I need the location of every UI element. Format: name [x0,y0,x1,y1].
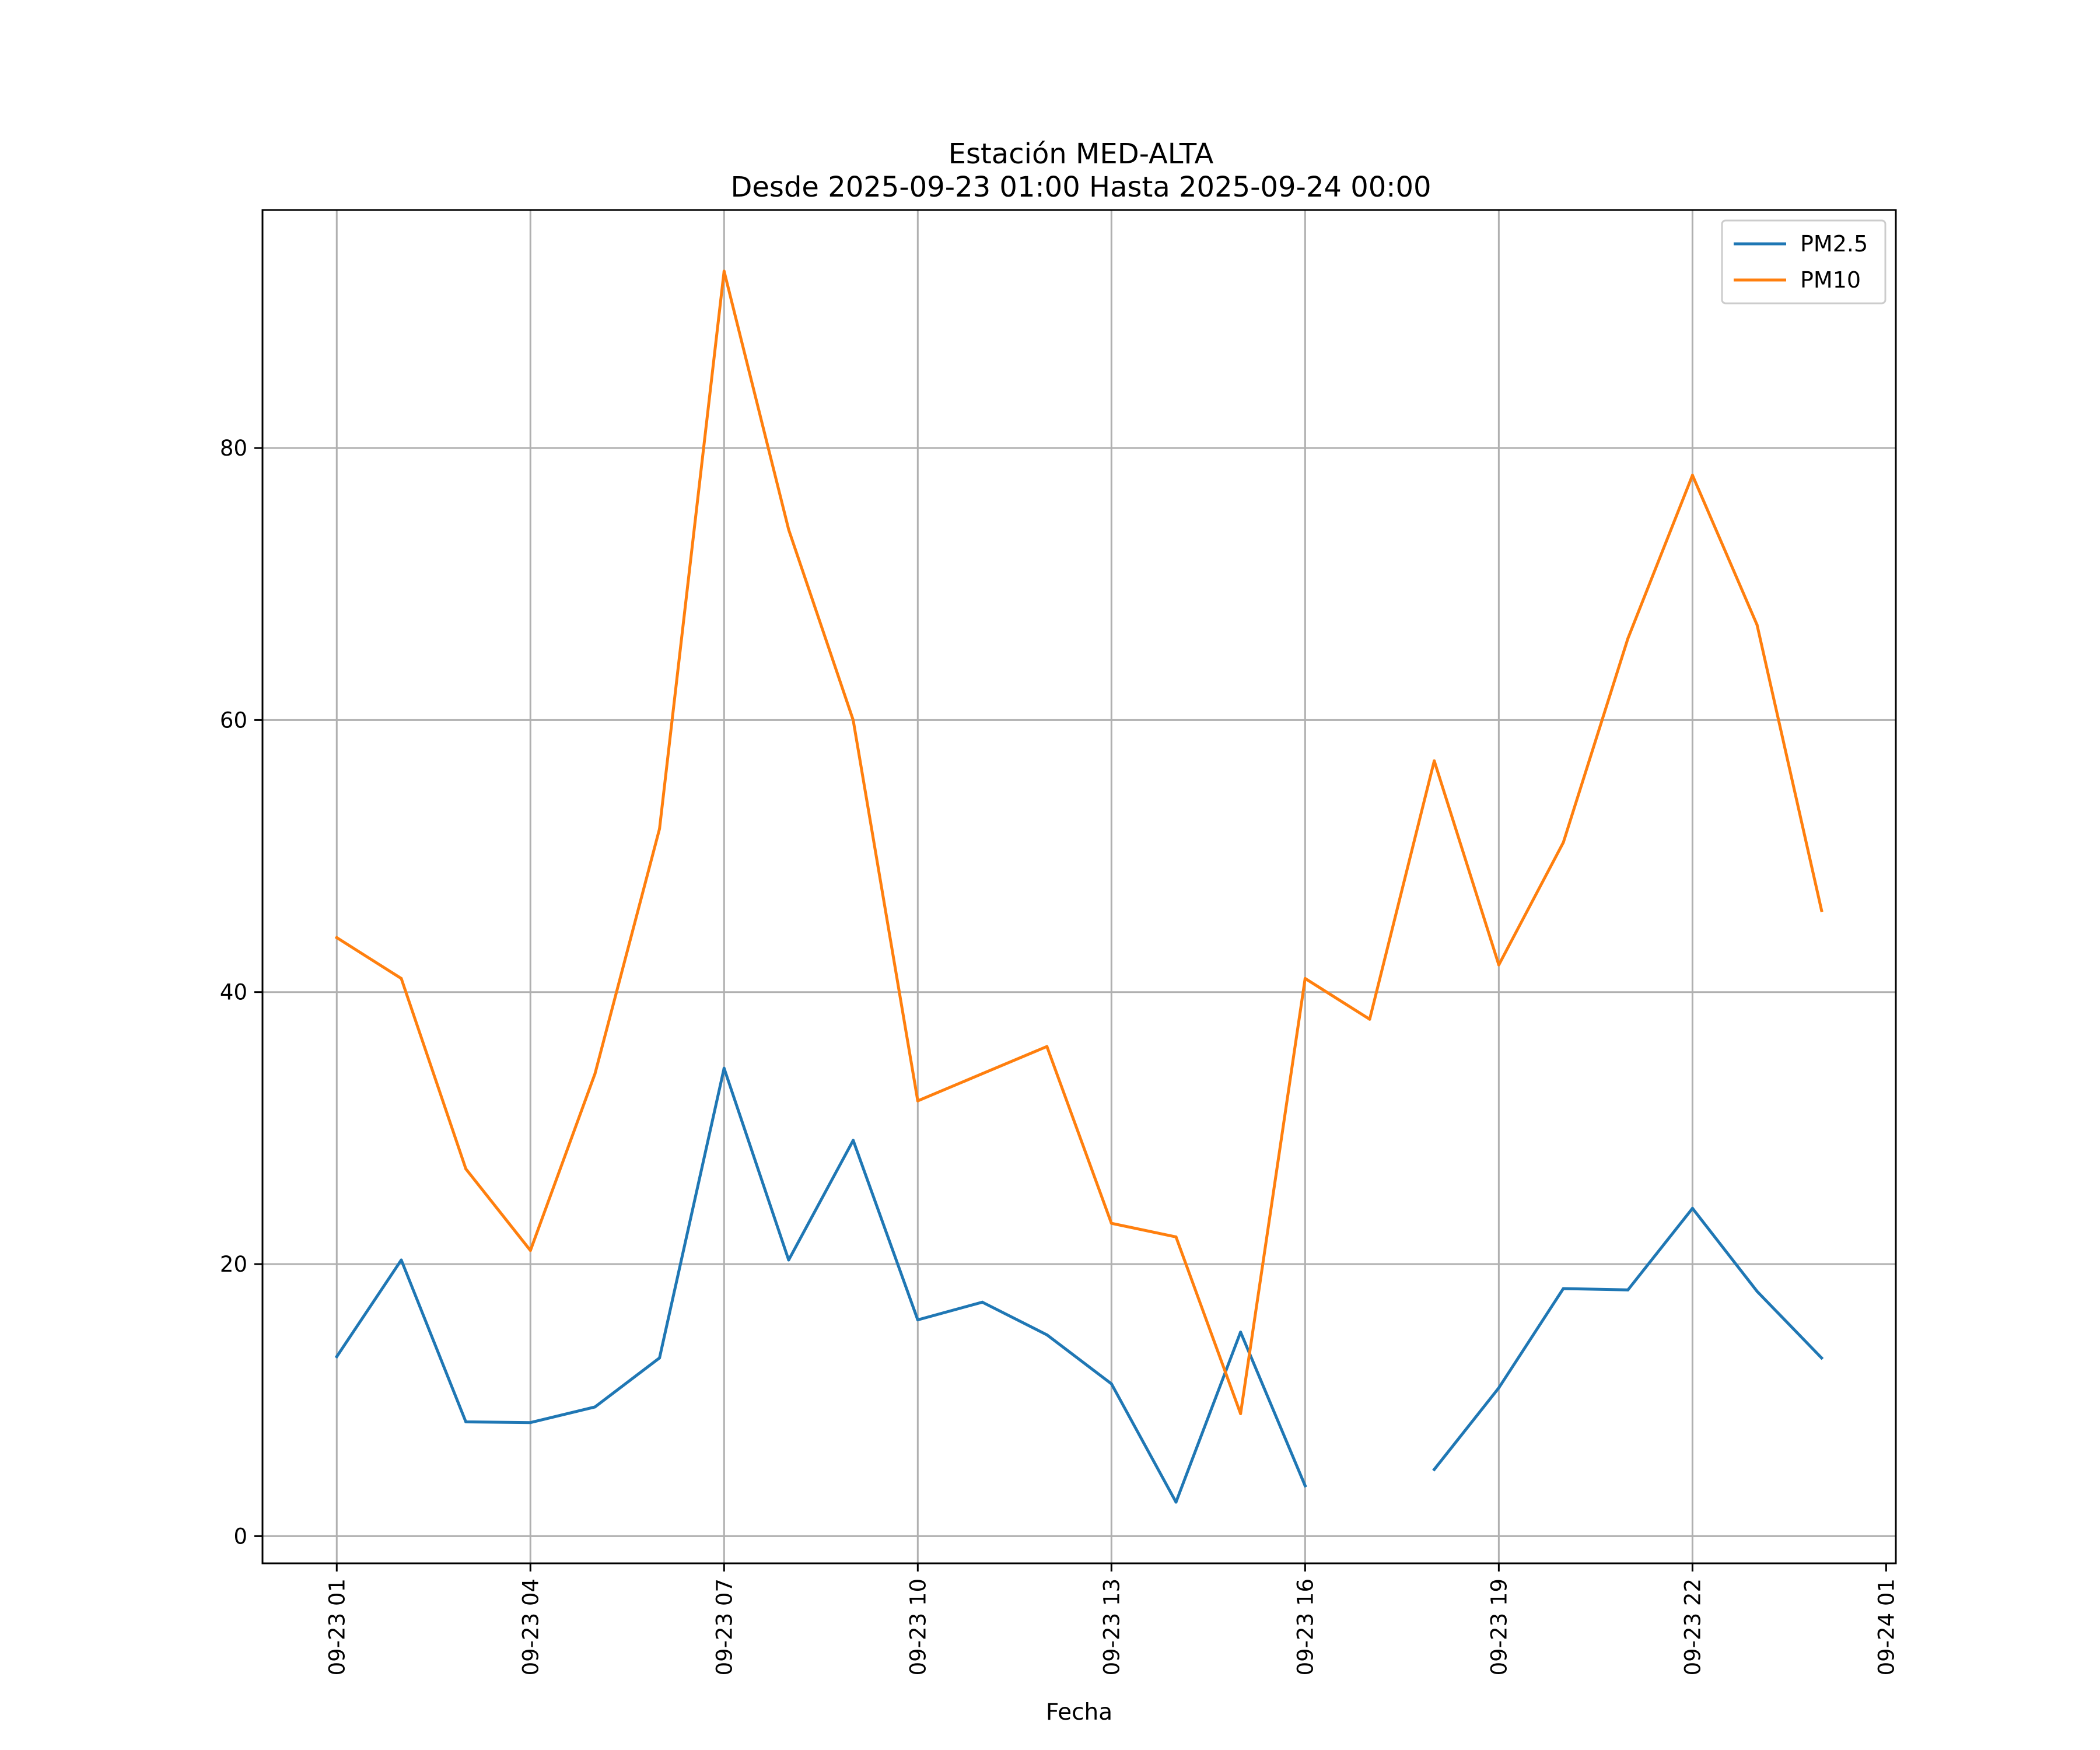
data-point-pm25 [1690,1206,1694,1210]
data-point-pm25 [528,1421,532,1424]
x-tick-label: 09-23 01 [324,1578,349,1675]
data-point-pm25 [1820,1356,1824,1360]
plot-area [262,210,1896,1563]
data-point-pm25 [787,1258,790,1262]
data-point-pm10 [1174,1235,1178,1238]
y-tick-label: 80 [220,436,247,461]
data-point-pm10 [1497,963,1500,967]
data-point-pm25 [852,1139,855,1142]
data-point-pm25 [1303,1484,1307,1488]
chart-title-line2: Desde 2025-09-23 01:00 Hasta 2025-09-24 … [730,171,1431,204]
data-point-pm25 [335,1355,338,1359]
x-tick-label: 09-23 10 [905,1578,930,1675]
x-tick-label: 09-24 01 [1874,1578,1899,1675]
data-point-pm10 [787,528,790,531]
data-point-pm25 [1174,1500,1178,1504]
data-point-pm25 [916,1318,919,1322]
data-point-pm10 [1110,1222,1113,1225]
data-point-pm10 [1562,841,1565,844]
data-point-pm10 [1690,474,1694,477]
x-tick-label: 09-23 07 [712,1578,737,1675]
data-point-pm10 [1820,909,1824,912]
data-point-pm10 [1626,637,1630,640]
tick-layer: 09-23 01 09-23 04 09-23 07 09-23 10 09-23 13… [220,436,1899,1675]
legend-label-pm10: PM10 [1800,267,1861,293]
data-point-pm25 [1110,1382,1113,1385]
data-point-pm25 [1045,1333,1049,1336]
data-point-pm25 [1626,1288,1630,1292]
data-point-pm10 [722,270,726,273]
data-point-pm10 [981,1072,984,1076]
plot-frame [261,209,1897,1564]
x-tick-label: 09-23 16 [1293,1578,1318,1675]
data-point-pm25 [1562,1287,1565,1290]
legend-label-pm25: PM2.5 [1800,231,1868,257]
chart-title-line1: Estación MED-ALTA [949,138,1214,170]
y-tick-label: 40 [220,980,247,1005]
y-tick-label: 60 [220,708,247,733]
data-point-pm10 [916,1099,919,1102]
x-tick-label: 09-23 19 [1486,1578,1511,1675]
data-point-pm10 [400,977,403,980]
data-point-pm25 [658,1356,662,1360]
data-point-pm10 [1368,1017,1371,1021]
data-point-pm25 [981,1300,984,1304]
data-point-pm10 [335,936,338,939]
data-point-pm10 [528,1249,532,1252]
data-point-pm10 [658,827,662,831]
data-point-pm25 [1239,1331,1242,1334]
data-point-pm25 [593,1405,597,1409]
series-layer [334,270,1824,1504]
data-point-pm25 [464,1420,468,1423]
data-point-pm25 [400,1258,403,1262]
x-tick-label: 09-23 22 [1680,1578,1705,1675]
data-point-pm25 [722,1066,726,1070]
data-point-pm10 [1433,759,1436,762]
series-line-pm10 [334,270,1824,1415]
data-point-pm10 [1303,977,1307,980]
legend-box [1721,219,1887,304]
data-point-pm25 [1433,1468,1436,1471]
legend: PM2.5 PM10 [1721,219,1887,304]
data-point-pm10 [593,1072,597,1076]
grid-layer [262,210,1896,1563]
data-point-pm10 [464,1167,468,1171]
data-point-pm25 [1755,1290,1759,1293]
x-axis-label: Fecha [1046,1699,1112,1726]
data-point-pm10 [1239,1412,1242,1415]
data-point-pm25 [1497,1386,1500,1390]
data-point-pm10 [1755,623,1759,626]
data-point-pm10 [1045,1045,1049,1048]
y-tick-label: 20 [220,1252,247,1277]
x-tick-label: 09-23 13 [1099,1578,1124,1675]
y-tick-label: 0 [233,1524,247,1549]
x-tick-label: 09-23 04 [518,1578,543,1675]
data-point-pm10 [852,718,855,722]
